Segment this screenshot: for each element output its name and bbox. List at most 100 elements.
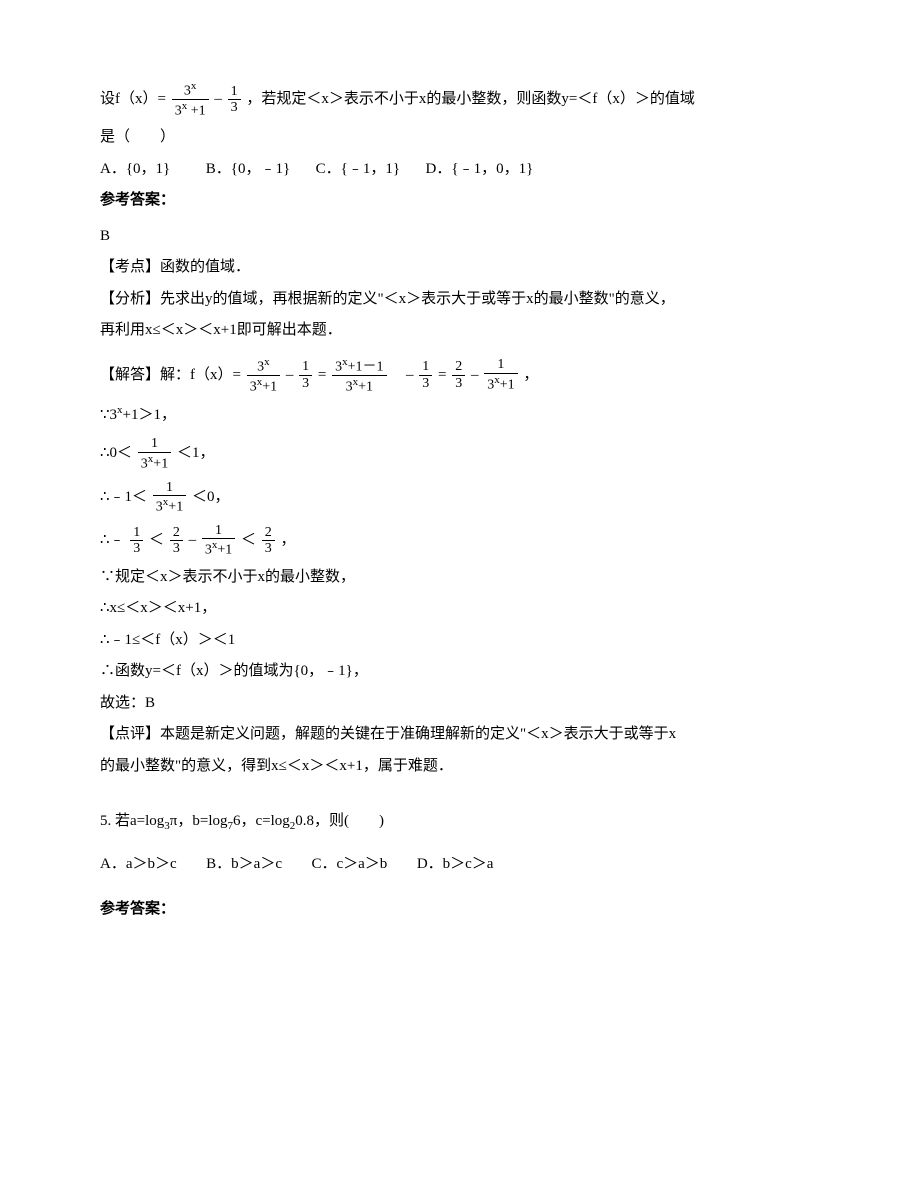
d: 3	[419, 376, 432, 391]
answer-label: 参考答案：	[100, 188, 820, 214]
t: +1	[358, 379, 373, 394]
num: 1	[228, 84, 241, 100]
minus: –	[214, 91, 222, 107]
eq: =	[318, 367, 326, 383]
text: 【解答】解：f（x）=	[100, 367, 241, 383]
q4-stem-line1: 设f（x）= 3x 3x +1 – 1 3 ，若规定＜x＞表示不小于x的最小整数…	[100, 80, 820, 119]
t: ＜1，	[177, 445, 215, 461]
s: x	[264, 356, 270, 368]
den-tail: +1	[187, 104, 205, 119]
d: 3	[262, 541, 275, 556]
kaodian: 【考点】函数的值域．	[100, 255, 820, 281]
n: 2	[262, 525, 275, 541]
n: 1	[130, 525, 143, 541]
dianping-line2: 的最小整数"的意义，得到x≤＜x＞＜x+1，属于难题．	[100, 754, 820, 780]
num-base: 3	[184, 84, 191, 99]
n: 2	[452, 359, 465, 375]
minus: –	[406, 367, 414, 383]
d: 3	[452, 376, 465, 391]
q5-stem: 5. 若a=log3π，b=log76，c=log20.8，则( )	[100, 809, 820, 836]
dianping-line1: 【点评】本题是新定义问题，解题的关键在于准确理解新的定义"＜x＞表示大于或等于x	[100, 722, 820, 748]
q4-stem-line2: 是（ ）	[100, 125, 820, 151]
step-3: ∴﹣1＜ 1 3x+1 ＜0，	[100, 480, 820, 515]
t: +1	[262, 379, 277, 394]
option-a: A．a＞b＞c	[100, 856, 177, 872]
t: ，	[280, 532, 295, 548]
q4-options: A．{0，1} B．{0，﹣1} C．{﹣1，1} D．{﹣1，0，1}	[100, 157, 820, 183]
frac-c: 1 3x+1	[202, 523, 235, 558]
n: 1	[153, 480, 186, 496]
t: 6，c=log	[233, 813, 290, 829]
eq: =	[438, 367, 446, 383]
t: ∵3	[100, 407, 117, 423]
fraction-1-3: 1 3	[228, 84, 241, 116]
frac-d: 2 3	[262, 525, 275, 557]
t: 0.8，则( )	[295, 813, 384, 829]
t: ∴﹣	[100, 532, 125, 548]
n: 3	[141, 456, 148, 471]
answer-value: B	[100, 224, 820, 250]
t: 5. 若a=log	[100, 813, 164, 829]
t: +1	[217, 543, 232, 558]
step-2: ∴0＜ 1 3x+1 ＜1，	[100, 436, 820, 471]
den: 3	[228, 100, 241, 115]
d: 3	[299, 376, 312, 391]
step-1: ∵3x+1＞1，	[100, 401, 820, 429]
lt: ＜	[241, 532, 256, 548]
t: +1＞1，	[123, 407, 176, 423]
step-6: ∴x≤＜x＞＜x+1，	[100, 596, 820, 622]
text: 设f（x）=	[100, 91, 166, 107]
t: π，b=log	[170, 813, 228, 829]
text: ，若规定＜x＞表示不小于x的最小整数，则函数y=＜f（x）＞的值域	[246, 91, 694, 107]
step-7: ∴﹣1≤＜f（x）＞＜1	[100, 628, 820, 654]
frac-a: 1 3	[130, 525, 143, 557]
n: 3	[346, 379, 353, 394]
fraction-3x-over-3x+1: 3x 3x +1	[172, 80, 209, 119]
n: 3	[205, 543, 212, 558]
t: +1	[168, 500, 183, 515]
frac-4: 1 3	[419, 359, 432, 391]
option-b: B．{0，﹣1}	[206, 161, 290, 177]
fenxi-line2: 再利用x≤＜x＞＜x+1即可解出本题．	[100, 318, 820, 344]
frac-1: 3x 3x+1	[247, 356, 280, 395]
step-4: ∴﹣ 1 3 ＜ 2 3 – 1 3x+1 ＜ 2 3 ，	[100, 523, 820, 558]
n: 1	[299, 359, 312, 375]
step-8: ∴函数y=＜f（x）＞的值域为{0，﹣1}，	[100, 659, 820, 685]
n: 2	[170, 525, 183, 541]
option-c: C．{﹣1，1}	[316, 161, 400, 177]
frac-2: 1 3	[299, 359, 312, 391]
n: 1	[202, 523, 235, 539]
option-a: A．{0，1}	[100, 161, 170, 177]
option-d: D．{﹣1，0，1}	[426, 161, 534, 177]
frac-5: 2 3	[452, 359, 465, 391]
option-c: C．c＞a＞b	[311, 856, 387, 872]
frac: 1 3x+1	[138, 436, 171, 471]
frac-6: 1 3x+1	[484, 357, 517, 392]
den-base: 3	[175, 104, 182, 119]
n: 1	[419, 359, 432, 375]
frac-b: 2 3	[170, 525, 183, 557]
n: 1	[484, 357, 517, 373]
t: +1	[500, 377, 515, 392]
option-d: D．b＞c＞a	[417, 856, 494, 872]
t: +1	[153, 456, 168, 471]
d: 3	[130, 541, 143, 556]
frac-3: 3x+1－1 3x+1	[332, 356, 386, 395]
n: 3	[250, 379, 257, 394]
step-9: 故选：B	[100, 691, 820, 717]
q5-answer-label: 参考答案：	[100, 897, 820, 923]
minus: –	[286, 367, 294, 383]
step-5: ∵规定＜x＞表示不小于x的最小整数，	[100, 565, 820, 591]
t: ＜0，	[192, 489, 230, 505]
option-b: B．b＞a＞c	[206, 856, 282, 872]
n: 3	[156, 500, 163, 515]
minus: –	[189, 532, 197, 548]
n: 1	[138, 436, 171, 452]
t: ∴0＜	[100, 445, 132, 461]
minus: –	[471, 367, 479, 383]
fenxi-line1: 【分析】先求出y的值域，再根据新的定义"＜x＞表示大于或等于x的最小整数"的意义…	[100, 287, 820, 313]
q5-options: A．a＞b＞c B．b＞a＞c C．c＞a＞b D．b＞c＞a	[100, 852, 820, 878]
text: ，	[523, 367, 538, 383]
frac: 1 3x+1	[153, 480, 186, 515]
t: ∴﹣1＜	[100, 489, 147, 505]
